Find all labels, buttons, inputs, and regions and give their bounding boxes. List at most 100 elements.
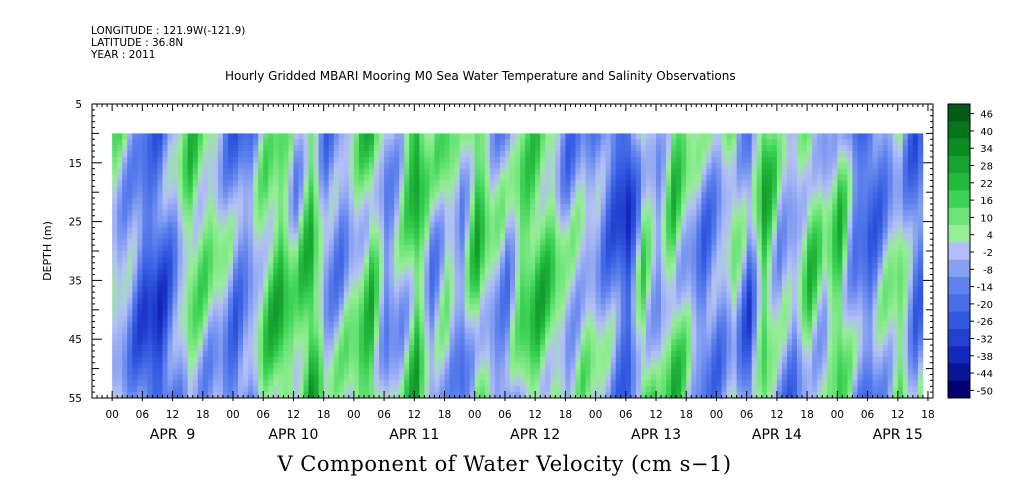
heatmap-cell (515, 262, 521, 269)
heatmap-cell (117, 162, 123, 169)
heatmap-cell (545, 339, 551, 346)
heatmap-cell (152, 145, 158, 152)
heatmap-cell (615, 298, 622, 305)
heatmap-cell (520, 321, 526, 328)
heatmap-cell (600, 180, 606, 187)
heatmap-cell (389, 356, 395, 364)
heatmap-cell (555, 309, 561, 316)
heatmap-cell (414, 298, 420, 305)
heatmap-cell (494, 256, 501, 264)
heatmap-cell (484, 215, 491, 222)
heatmap-cell (499, 256, 506, 264)
heatmap-cell (656, 251, 662, 258)
heatmap-cell (263, 356, 269, 364)
heatmap-cell (464, 268, 470, 275)
heatmap-cell (112, 303, 118, 311)
heatmap-cell (590, 256, 596, 264)
heatmap-cell (258, 298, 264, 305)
heatmap-cell (288, 339, 294, 346)
heatmap-cell (499, 292, 506, 299)
heatmap-cell (243, 215, 249, 222)
heatmap-cell (238, 168, 244, 175)
heatmap-cell (293, 198, 299, 205)
heatmap-cell (288, 303, 294, 311)
heatmap-cell (293, 386, 299, 393)
heatmap-cell (258, 256, 264, 264)
heatmap-cell (504, 333, 511, 340)
heatmap-cell (268, 251, 274, 258)
heatmap-cell (227, 350, 234, 358)
heatmap-cell (414, 368, 420, 375)
heatmap-cell (479, 198, 486, 205)
heatmap-cell (459, 203, 465, 211)
heatmap-cell (454, 245, 460, 252)
heatmap-cell (122, 245, 128, 252)
heatmap-cell (449, 227, 455, 234)
heatmap-cell (157, 215, 163, 222)
heatmap-cell (414, 280, 420, 287)
heatmap-cell (504, 274, 511, 281)
heatmap-cell (630, 180, 637, 187)
heatmap-cell (555, 227, 561, 234)
heatmap-cell (570, 203, 576, 211)
heatmap-cell (666, 280, 672, 287)
heatmap-cell (399, 156, 405, 164)
heatmap-cell (142, 345, 148, 352)
heatmap-cell (112, 174, 118, 181)
heatmap-cell (560, 174, 566, 181)
heatmap-cell (600, 315, 606, 322)
heatmap-cell (666, 321, 672, 328)
heatmap-cell (343, 303, 350, 311)
heatmap-cell (520, 215, 526, 222)
heatmap-cell (368, 362, 375, 369)
heatmap-cell (348, 321, 355, 328)
heatmap-cell (605, 186, 611, 193)
heatmap-cell (222, 180, 229, 187)
heatmap-cell (444, 321, 450, 328)
heatmap-cell (545, 386, 551, 393)
heatmap-cell (243, 327, 249, 334)
heatmap-cell (424, 392, 430, 399)
heatmap-cell (459, 321, 465, 328)
heatmap-cell (343, 362, 350, 369)
heatmap-cell (535, 268, 541, 275)
heatmap-cell (545, 156, 551, 164)
heatmap-cell (368, 133, 375, 140)
heatmap-cell (409, 209, 415, 217)
heatmap-cell (288, 309, 294, 316)
heatmap-cell (197, 180, 204, 187)
heatmap-cell (278, 233, 284, 240)
heatmap-cell (459, 174, 465, 181)
heatmap-cell (424, 145, 430, 152)
heatmap-cell (162, 274, 168, 281)
heatmap-cell (182, 198, 188, 205)
heatmap-cell (666, 380, 672, 387)
heatmap-cell (530, 315, 536, 322)
heatmap-cell (645, 280, 652, 287)
heatmap-cell (459, 192, 465, 199)
heatmap-cell (117, 233, 123, 240)
heatmap-cell (610, 333, 617, 340)
heatmap-cell (489, 268, 496, 275)
heatmap-cell (238, 339, 244, 346)
heatmap-cell (575, 345, 581, 352)
heatmap-cell (323, 168, 329, 175)
heatmap-cell (288, 327, 294, 334)
heatmap-cell (233, 245, 239, 252)
heatmap-cell (177, 327, 183, 334)
heatmap-cell (122, 380, 128, 387)
heatmap-cell (409, 245, 415, 252)
heatmap-cell (520, 145, 526, 152)
heatmap-cell (509, 133, 516, 140)
heatmap-cell (605, 198, 611, 205)
heatmap-cell (243, 198, 249, 205)
heatmap-cell (449, 139, 455, 146)
heatmap-cell (454, 280, 460, 287)
heatmap-cell (666, 215, 672, 222)
heatmap-cell (550, 374, 556, 381)
heatmap-cell (142, 286, 148, 293)
heatmap-cell (414, 286, 420, 293)
heatmap-cell (575, 233, 581, 240)
heatmap-cell (640, 209, 647, 217)
heatmap-cell (424, 203, 430, 211)
